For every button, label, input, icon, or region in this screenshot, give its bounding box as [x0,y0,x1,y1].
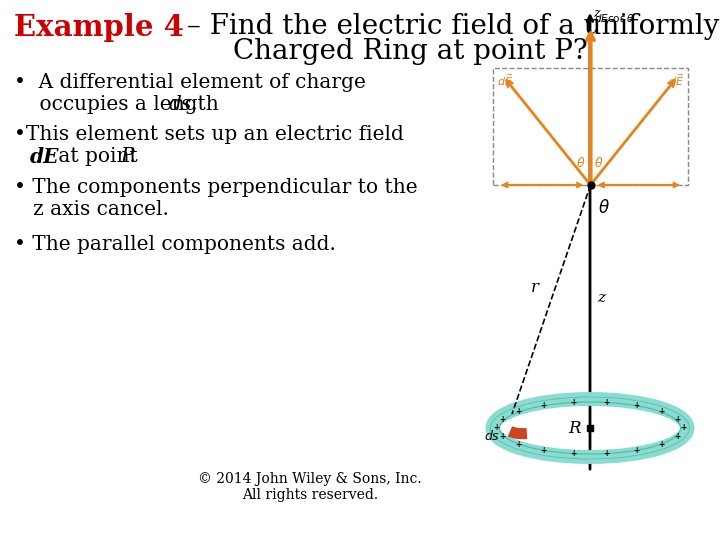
Text: +: + [516,407,521,416]
Text: •This element sets up an electric field: •This element sets up an electric field [14,125,404,144]
Text: +: + [499,415,505,423]
Text: • The components perpendicular to the: • The components perpendicular to the [14,178,418,197]
Bar [493,68,688,185]
Text: +: + [634,401,640,410]
Text: occupies a length: occupies a length [14,95,225,114]
Text: – Find the electric field of a uniformly: – Find the electric field of a uniformly [178,13,719,40]
Text: +: + [540,401,546,410]
Text: +: + [675,433,681,441]
Text: R: R [568,420,580,437]
Text: +: + [540,446,546,455]
Text: +: + [659,407,665,416]
Text: dE: dE [30,147,60,167]
Text: +: + [493,423,500,433]
Text: +: + [680,423,687,433]
Text: •  A differential element of charge: • A differential element of charge [14,73,366,92]
Text: +: + [634,446,640,455]
Text: $d\vec{E}$: $d\vec{E}$ [668,72,684,87]
Text: at point: at point [52,147,144,166]
Text: $ds$: $ds$ [484,429,500,443]
Text: Charged Ring at point P?: Charged Ring at point P? [233,38,588,65]
Text: $dE\cos\theta$: $dE\cos\theta$ [595,12,635,24]
Text: z: z [593,7,600,20]
Text: $\theta$: $\theta$ [598,199,611,217]
Text: +: + [571,449,577,458]
Text: P.: P. [120,147,136,166]
Text: r: r [531,279,539,295]
Text: z axis cancel.: z axis cancel. [14,200,169,219]
Text: +: + [571,398,577,407]
Text: +: + [675,415,681,423]
Text: $\theta$: $\theta$ [595,156,604,170]
Text: $d\vec{E}$: $d\vec{E}$ [497,72,513,87]
Text: Example 4: Example 4 [14,13,184,42]
Text: +: + [499,433,505,441]
Text: +: + [603,449,609,458]
Text: All rights reserved.: All rights reserved. [242,488,378,502]
Text: • The parallel components add.: • The parallel components add. [14,235,336,254]
Text: +: + [659,440,665,449]
Text: z: z [597,291,605,305]
Text: +: + [516,440,521,449]
Text: +: + [603,398,609,407]
Text: $\theta$: $\theta$ [577,156,586,170]
Text: ds.: ds. [169,95,199,114]
Text: © 2014 John Wiley & Sons, Inc.: © 2014 John Wiley & Sons, Inc. [198,472,422,486]
